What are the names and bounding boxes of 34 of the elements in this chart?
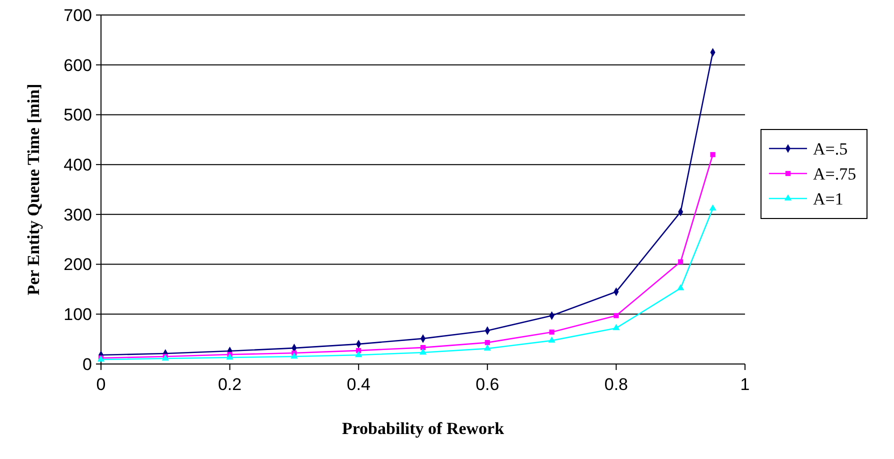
point bbox=[226, 353, 234, 360]
y-tick-label: 500 bbox=[64, 106, 92, 125]
y-tick-label: 300 bbox=[64, 205, 92, 224]
point bbox=[614, 313, 619, 318]
point bbox=[484, 340, 490, 346]
point bbox=[290, 352, 298, 359]
point bbox=[612, 324, 620, 330]
y-tick-label: 0 bbox=[82, 354, 92, 374]
legend-label: A=.5 bbox=[813, 139, 848, 158]
point bbox=[710, 152, 716, 158]
y-tick-label: 100 bbox=[64, 305, 92, 324]
legend-label: A=.75 bbox=[813, 164, 856, 184]
x-tick-label: 0.2 bbox=[218, 375, 242, 394]
point bbox=[548, 336, 556, 343]
x-tick-label: 1 bbox=[740, 375, 750, 394]
y-tick-label: 200 bbox=[64, 255, 92, 274]
point bbox=[678, 259, 684, 264]
y-tick-label: 700 bbox=[64, 6, 92, 25]
point bbox=[355, 350, 362, 358]
x-axis-title: Probability of Rework bbox=[342, 419, 505, 438]
point bbox=[484, 344, 491, 351]
x-tick-label: 0.6 bbox=[476, 375, 500, 394]
point bbox=[709, 204, 716, 211]
point bbox=[677, 284, 684, 290]
y-tick-label: 400 bbox=[64, 156, 92, 175]
point bbox=[419, 348, 427, 355]
x-tick-label: 0.8 bbox=[604, 375, 628, 394]
x-tick-label: 0 bbox=[96, 375, 106, 394]
point bbox=[549, 330, 554, 335]
y-axis-title: Per Entity Queue Time [min] bbox=[24, 84, 43, 296]
point bbox=[420, 344, 426, 350]
x-tick-label: 0.4 bbox=[346, 375, 370, 394]
y-tick-label: 600 bbox=[64, 56, 92, 75]
legend-label: A=1 bbox=[813, 189, 844, 208]
